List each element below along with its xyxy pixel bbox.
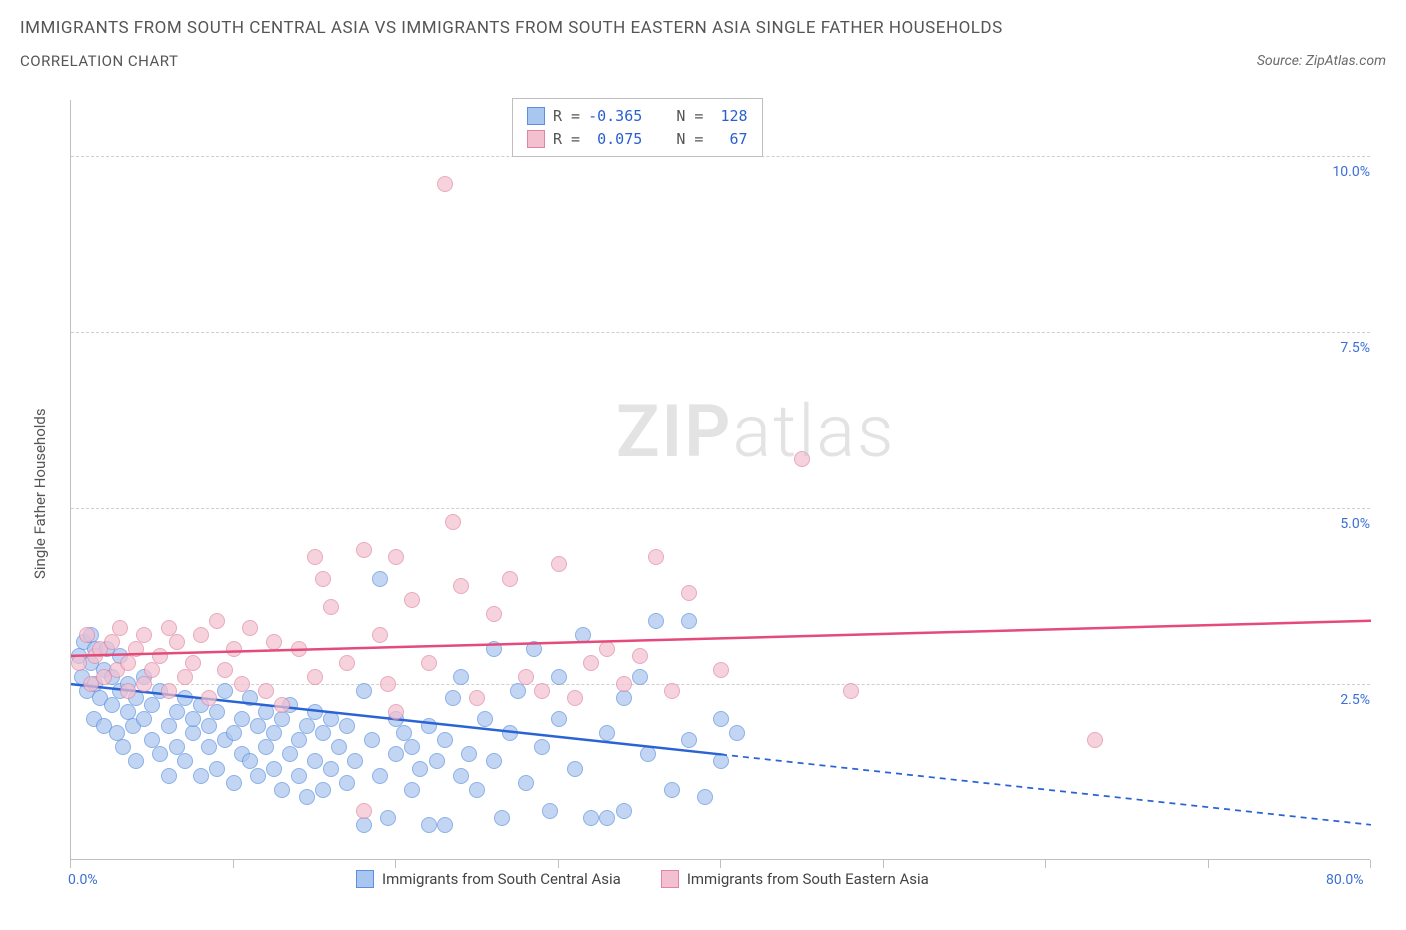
ytick-label: 10.0%: [1320, 164, 1370, 180]
ytick-label: 7.5%: [1320, 340, 1370, 356]
source-attribution: Source: ZipAtlas.com: [1257, 53, 1386, 69]
chart-title: IMMIGRANTS FROM SOUTH CENTRAL ASIA VS IM…: [20, 18, 1386, 38]
xtick: [70, 860, 71, 868]
legend-swatch: [661, 870, 679, 888]
stat-r-label: R =: [553, 105, 580, 128]
stat-r-value: 0.075: [588, 128, 642, 151]
legend-item: Immigrants from South Central Asia: [356, 870, 621, 888]
xaxis-start-label: 0.0%: [68, 872, 98, 888]
plot-area: [70, 100, 1370, 860]
stat-r-label: R =: [553, 128, 580, 151]
stats-legend: R =-0.365 N = 128R = 0.075 N = 67: [512, 98, 763, 157]
xaxis-end-label: 80.0%: [1326, 872, 1364, 888]
stat-n-value: 67: [711, 128, 747, 151]
xtick: [720, 860, 721, 868]
xtick: [1370, 860, 1371, 868]
xtick: [1045, 860, 1046, 868]
legend-swatch: [356, 870, 374, 888]
legend-label: Immigrants from South Central Asia: [382, 870, 621, 888]
correlation-chart: 2.5% 5.0% 7.5% 10.0% 0.0% 80.0% Single Father …: [20, 90, 1386, 910]
ytick-label: 5.0%: [1320, 516, 1370, 532]
legend-item: Immigrants from South Eastern Asia: [661, 870, 929, 888]
stats-legend-row: R = 0.075 N = 67: [527, 128, 748, 151]
stat-n-label: N =: [676, 105, 703, 128]
xtick: [558, 860, 559, 868]
legend-swatch: [527, 107, 545, 125]
source-value: ZipAtlas.com: [1306, 53, 1386, 69]
xtick: [1208, 860, 1209, 868]
chart-header: IMMIGRANTS FROM SOUTH CENTRAL ASIA VS IM…: [0, 0, 1406, 70]
stat-n-label: N =: [676, 128, 703, 151]
stat-n-value: 128: [711, 105, 747, 128]
yaxis-label: Single Father Households: [31, 379, 49, 579]
trendline: [71, 100, 1371, 860]
source-label: Source:: [1257, 53, 1302, 69]
subtitle-row: CORRELATION CHART Source: ZipAtlas.com: [20, 52, 1386, 70]
stat-r-value: -0.365: [588, 105, 642, 128]
legend-label: Immigrants from South Eastern Asia: [687, 870, 929, 888]
ytick-label: 2.5%: [1320, 692, 1370, 708]
xtick: [395, 860, 396, 868]
stats-legend-row: R = -0.365 N = 128: [527, 105, 748, 128]
chart-subtitle: CORRELATION CHART: [20, 52, 178, 70]
xtick: [883, 860, 884, 868]
xtick: [233, 860, 234, 868]
legend-swatch: [527, 130, 545, 148]
series-legend: Immigrants from South Central Asia Immigr…: [356, 870, 929, 888]
